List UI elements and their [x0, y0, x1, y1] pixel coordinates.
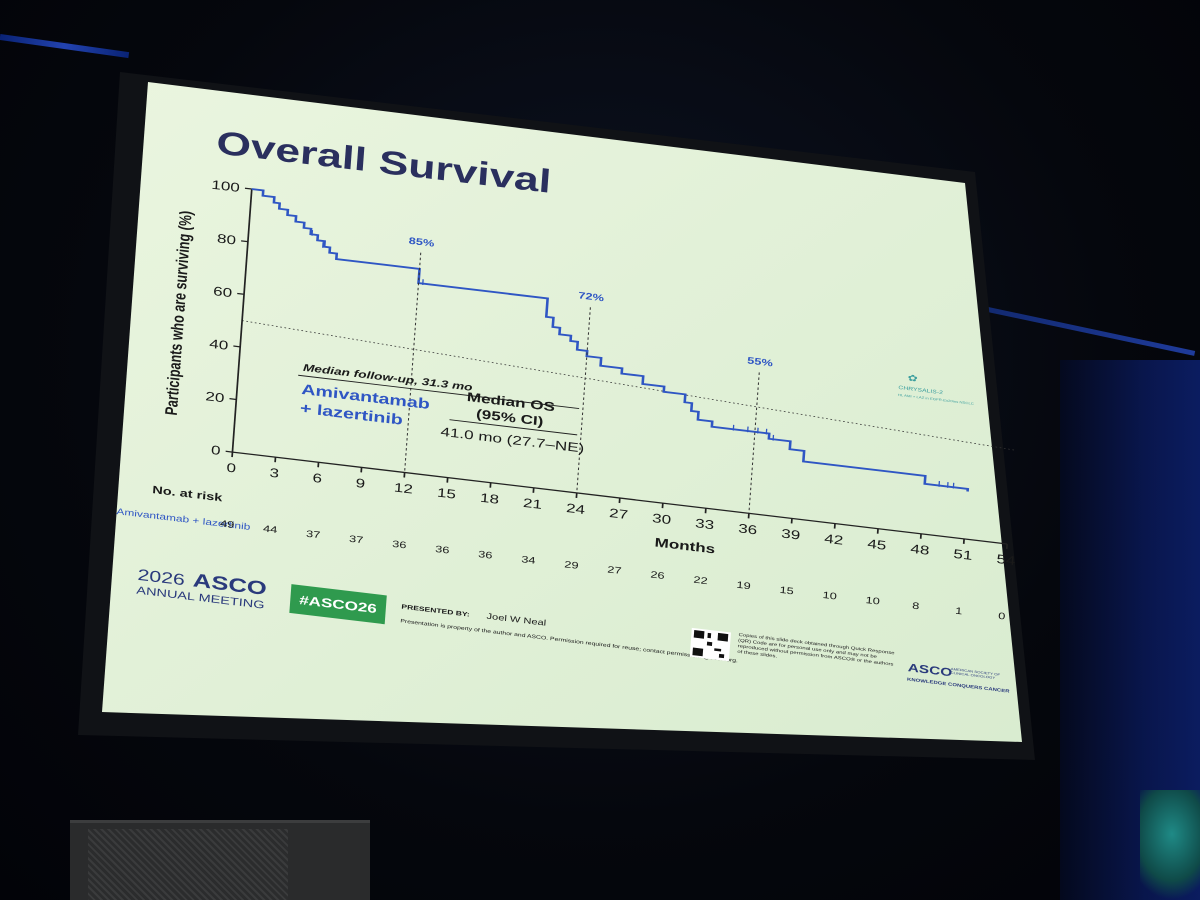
x-axis-ticks: 0 3 6 9 12 15 18 21 24 27 30 33 36 39 42 45 48 51 54 [226, 451, 1016, 568]
asco-society-logo: ASCO [907, 661, 952, 679]
x-tick-label: 24 [566, 501, 586, 517]
risk-table-value: 8 [912, 601, 920, 612]
stage-plant [1140, 790, 1200, 900]
x-tick-label: 6 [312, 471, 323, 486]
risk-table-value: 36 [478, 550, 493, 562]
risk-table-value: 0 [998, 611, 1006, 622]
x-tick-label: 54 [996, 552, 1016, 568]
y-tick-label: 40 [209, 337, 229, 353]
x-tick-label: 48 [910, 542, 930, 558]
x-tick-label: 45 [867, 537, 887, 553]
risk-table-value: 36 [392, 539, 407, 551]
y-axis-ticks: 0 20 40 60 80 100 [205, 178, 252, 458]
x-tick-label: 12 [393, 481, 413, 497]
asco-year: 2026 [137, 566, 186, 589]
qr-code-icon [689, 627, 731, 662]
landmark-label: 85% [408, 236, 434, 249]
landmark-label: 72% [578, 291, 604, 304]
risk-table-value: 15 [779, 585, 794, 597]
landmark-guide-line [748, 372, 760, 514]
y-tick-label: 0 [210, 443, 221, 458]
study-logo-text: CHRYSALIS-2 [898, 386, 944, 396]
risk-table-value: 36 [435, 544, 450, 556]
landmark-guide-line [404, 252, 422, 473]
y-axis-line [231, 188, 253, 453]
risk-table-value: 10 [865, 595, 880, 607]
y-tick-mark [241, 240, 248, 243]
y-tick-label: 80 [216, 232, 236, 248]
median-box-rule-top [298, 374, 580, 410]
hashtag-badge [289, 584, 387, 625]
median-box-rule [449, 419, 578, 436]
x-tick-label: 30 [652, 511, 672, 527]
x-tick-label: 15 [436, 486, 456, 502]
x-tick-label: 36 [738, 521, 758, 537]
risk-table-value: 22 [693, 575, 708, 587]
landmark-guide-line [576, 307, 591, 493]
y-tick-mark [229, 398, 237, 401]
study-logo-flower-icon: ✿ [907, 373, 918, 384]
risk-table-value: 44 [263, 524, 278, 536]
y-tick-label: 100 [211, 178, 240, 196]
y-tick-mark [233, 345, 241, 348]
y-tick-mark [225, 450, 233, 453]
x-axis-line [232, 451, 1008, 545]
risk-table-value: 26 [650, 570, 665, 582]
risk-table-value: 34 [521, 555, 536, 567]
risk-table-value: 19 [736, 580, 751, 592]
x-tick-label: 27 [609, 506, 629, 522]
x-tick-label: 39 [781, 527, 801, 543]
risk-table-value: 1 [955, 606, 963, 617]
risk-table-values: 49 44 37 37 36 36 36 34 29 27 26 22 19 15 10 10 8 1 0 [220, 519, 1006, 622]
x-tick-label: 33 [695, 516, 715, 532]
median-reference-line [242, 320, 1015, 451]
y-tick-label: 20 [205, 389, 225, 405]
survival-curve [251, 188, 970, 492]
risk-table-value: 49 [220, 519, 235, 531]
risk-table-value: 37 [349, 534, 364, 546]
x-tick-label: 3 [269, 466, 280, 481]
landmark-label: 55% [747, 356, 773, 369]
x-tick-label: 0 [226, 461, 237, 476]
risk-table-value: 10 [822, 590, 837, 602]
stage-speaker [70, 820, 370, 900]
risk-table-value: 27 [607, 565, 622, 577]
x-tick-label: 18 [479, 491, 499, 507]
risk-table-value: 37 [306, 529, 321, 541]
x-tick-label: 9 [355, 476, 366, 491]
x-tick-label: 51 [953, 547, 973, 563]
censor-marks [311, 229, 955, 489]
x-tick-label: 42 [824, 532, 844, 548]
x-tick-label: 21 [523, 496, 543, 512]
landmark-annotations: 85% 72% 55% [404, 236, 773, 514]
speaker-grill [88, 829, 288, 900]
y-tick-mark [244, 187, 252, 190]
slide-surface [102, 82, 1022, 742]
risk-table-value: 29 [564, 560, 579, 572]
y-tick-mark [237, 292, 245, 295]
y-tick-label: 60 [213, 284, 233, 300]
chart-guides [242, 320, 1015, 451]
